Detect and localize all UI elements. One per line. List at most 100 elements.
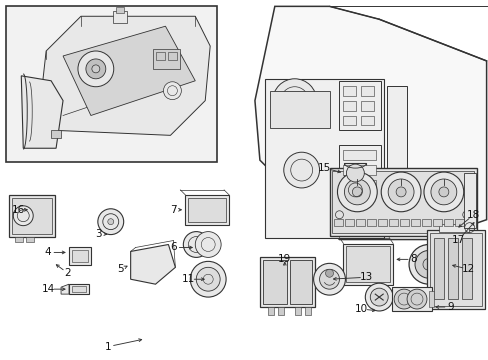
- Bar: [72, 286, 86, 292]
- Polygon shape: [41, 16, 210, 135]
- Bar: [113, 11, 126, 23]
- Circle shape: [195, 231, 221, 257]
- Bar: [343, 150, 375, 160]
- Bar: [361, 86, 373, 96]
- Text: 13: 13: [359, 272, 372, 282]
- Bar: [277, 307, 283, 315]
- Polygon shape: [130, 244, 175, 284]
- Circle shape: [92, 65, 100, 73]
- Circle shape: [430, 179, 456, 205]
- Circle shape: [163, 82, 181, 100]
- Circle shape: [395, 187, 405, 197]
- Bar: [12, 198, 52, 234]
- Circle shape: [408, 244, 448, 284]
- Circle shape: [438, 187, 448, 197]
- Text: 10: 10: [354, 304, 367, 314]
- Bar: [15, 237, 23, 242]
- Bar: [421, 219, 430, 226]
- Text: 11: 11: [182, 274, 195, 284]
- Bar: [446, 256, 462, 272]
- Bar: [377, 219, 386, 226]
- Bar: [334, 219, 343, 226]
- Bar: [343, 165, 375, 175]
- Circle shape: [423, 172, 463, 212]
- Bar: [6, 6, 217, 162]
- Bar: [443, 219, 452, 226]
- Bar: [155, 52, 165, 60]
- Circle shape: [98, 209, 123, 235]
- Bar: [449, 260, 459, 269]
- Circle shape: [288, 95, 300, 107]
- Bar: [269, 91, 329, 129]
- Bar: [339, 81, 381, 130]
- Bar: [428, 291, 433, 307]
- Text: 3: 3: [95, 229, 102, 239]
- Bar: [356, 219, 365, 226]
- Bar: [346, 247, 389, 282]
- Circle shape: [381, 172, 420, 212]
- Bar: [399, 219, 408, 226]
- Circle shape: [313, 264, 345, 295]
- Circle shape: [183, 231, 209, 257]
- Bar: [116, 7, 123, 13]
- Circle shape: [387, 179, 413, 205]
- Bar: [152, 49, 180, 69]
- Polygon shape: [254, 6, 486, 239]
- Bar: [386, 86, 406, 195]
- Circle shape: [196, 267, 220, 291]
- Bar: [343, 243, 392, 285]
- Circle shape: [346, 164, 364, 182]
- Polygon shape: [61, 284, 69, 294]
- Bar: [432, 219, 441, 226]
- Circle shape: [325, 269, 333, 277]
- Bar: [304, 307, 310, 315]
- Bar: [345, 219, 354, 226]
- Bar: [410, 219, 419, 226]
- Text: 12: 12: [461, 264, 474, 274]
- Polygon shape: [63, 26, 195, 116]
- Bar: [461, 238, 471, 299]
- Circle shape: [190, 261, 225, 297]
- Bar: [185, 195, 228, 225]
- Bar: [69, 284, 89, 294]
- Bar: [343, 100, 356, 111]
- Text: 8: 8: [410, 255, 416, 264]
- Circle shape: [272, 79, 316, 122]
- Text: 4: 4: [45, 247, 51, 257]
- Text: 19: 19: [278, 255, 291, 264]
- Bar: [343, 86, 356, 96]
- Text: 7: 7: [170, 205, 176, 215]
- Bar: [289, 260, 311, 304]
- Circle shape: [78, 51, 114, 87]
- Text: 5: 5: [117, 264, 124, 274]
- Polygon shape: [21, 76, 63, 148]
- Bar: [344, 163, 366, 193]
- Bar: [343, 116, 356, 125]
- Bar: [447, 238, 457, 299]
- Bar: [263, 260, 286, 304]
- Text: 17: 17: [451, 234, 465, 244]
- Bar: [433, 238, 443, 299]
- Text: 1: 1: [104, 342, 111, 352]
- Bar: [438, 224, 468, 231]
- Bar: [51, 130, 61, 138]
- Bar: [332, 171, 473, 233]
- Bar: [339, 145, 381, 195]
- Text: 6: 6: [170, 243, 176, 252]
- Bar: [9, 195, 55, 237]
- Circle shape: [365, 283, 392, 311]
- Bar: [388, 219, 397, 226]
- Bar: [361, 100, 373, 111]
- Text: 9: 9: [447, 302, 453, 312]
- Text: 18: 18: [466, 210, 479, 220]
- Circle shape: [319, 269, 339, 289]
- Circle shape: [13, 206, 33, 226]
- Circle shape: [414, 251, 442, 278]
- Bar: [429, 233, 481, 306]
- Bar: [463, 173, 475, 228]
- Bar: [168, 52, 177, 60]
- Circle shape: [283, 152, 319, 188]
- Circle shape: [369, 288, 387, 306]
- Bar: [26, 237, 34, 242]
- Circle shape: [337, 172, 376, 212]
